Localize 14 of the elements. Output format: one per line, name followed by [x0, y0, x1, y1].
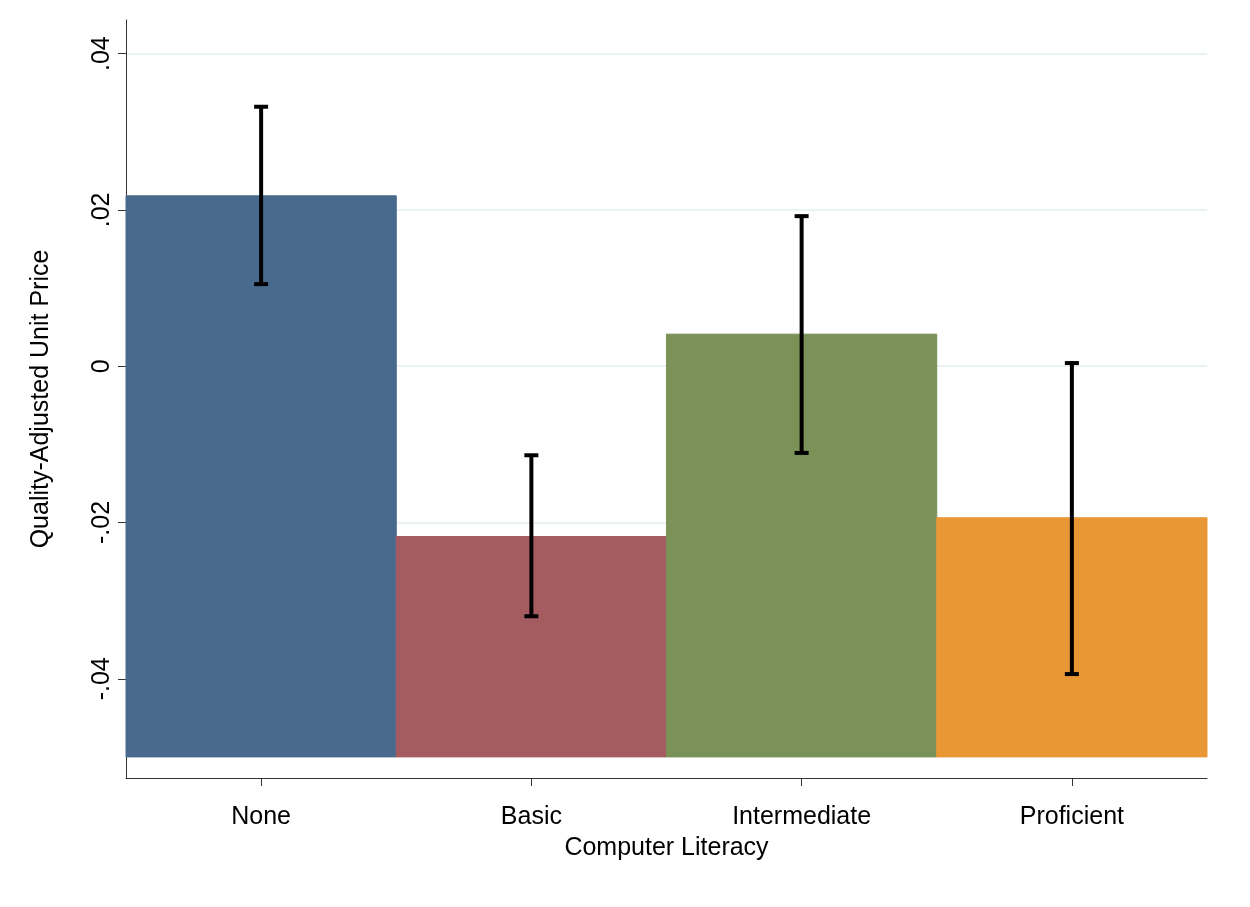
bar: [125, 195, 397, 758]
bar: [395, 536, 667, 758]
x-axis-title: Computer Literacy: [564, 831, 770, 860]
x-tick-label: Intermediate: [732, 800, 872, 829]
x-tick-label: Basic: [500, 800, 562, 829]
y-tick-label: .02: [85, 192, 114, 228]
y-tick-label: -.04: [85, 657, 114, 701]
y-tick-label: 0: [85, 359, 114, 374]
y-tick-label: -.02: [85, 500, 114, 545]
x-tick-label: Proficient: [1019, 800, 1125, 829]
bar: [666, 333, 938, 758]
y-tick-label: .04: [85, 36, 114, 71]
y-axis-title: Quality-Adjusted Unit Price: [24, 249, 53, 549]
x-tick-label: None: [231, 800, 292, 829]
